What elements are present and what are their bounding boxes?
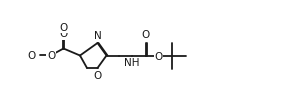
- Text: O: O: [47, 51, 55, 61]
- Text: NH: NH: [124, 58, 140, 67]
- Text: O: O: [47, 51, 56, 61]
- Text: O: O: [60, 22, 68, 32]
- Text: O: O: [26, 51, 34, 61]
- Text: O: O: [27, 51, 36, 61]
- Text: O: O: [154, 51, 163, 61]
- Text: N: N: [94, 31, 101, 41]
- Text: O: O: [93, 71, 102, 81]
- Text: O: O: [141, 30, 150, 40]
- Text: O: O: [60, 29, 68, 39]
